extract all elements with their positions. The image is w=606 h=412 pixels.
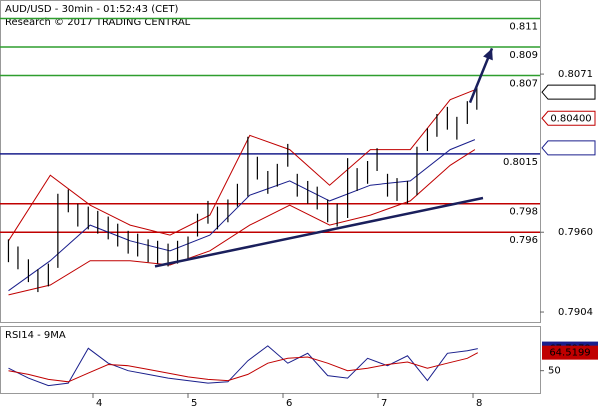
- indicator-line: [8, 149, 476, 296]
- value-tag-label: 64.5199: [549, 348, 590, 359]
- x-tick-label: 8: [476, 398, 482, 409]
- level-label: 0.811: [509, 22, 538, 33]
- x-tick-label: 6: [286, 398, 292, 409]
- level-label: 0.798: [509, 207, 538, 218]
- price-tag-label: 0.80400: [550, 113, 591, 124]
- level-label: 0.807: [509, 79, 538, 90]
- arrow-head: [483, 48, 493, 61]
- rsi-line: [8, 352, 479, 383]
- price-tag-box: [541, 84, 596, 100]
- rsi-line: [8, 345, 478, 387]
- y-tick-label: 50: [548, 366, 561, 377]
- price-tag-box: [541, 110, 596, 126]
- indicator-line: [8, 89, 476, 242]
- rsi-panel: [0, 326, 541, 394]
- x-tick-label: 5: [191, 398, 197, 409]
- y-tick-label: 0.7960: [558, 227, 593, 238]
- trend-line: [154, 196, 484, 268]
- y-tick-label: 0.8071: [558, 69, 593, 80]
- price-panel: [0, 0, 541, 323]
- x-tick-label: 4: [96, 398, 102, 409]
- level-label: 0.809: [509, 50, 538, 61]
- value-tag-box: [542, 345, 598, 360]
- level-label: 0.796: [509, 235, 538, 246]
- indicator-line: [8, 139, 476, 292]
- chart-subtitle: Research © 2017 TRADING CENTRAL: [5, 17, 191, 28]
- y-tick-label: 0.7904: [558, 307, 593, 318]
- x-tick-label: 7: [381, 398, 387, 409]
- chart-title: AUD/USD - 30min - 01:52:43 (CET): [5, 4, 179, 15]
- rsi-title: RSI14 - 9MA: [5, 330, 66, 341]
- price-tag-box: [541, 140, 596, 156]
- level-label: 0.8015: [503, 157, 538, 168]
